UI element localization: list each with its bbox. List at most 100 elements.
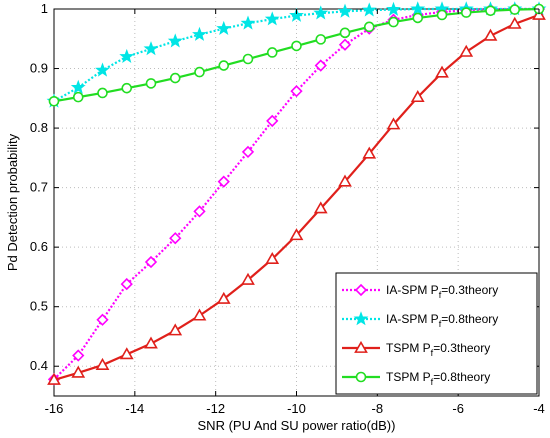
data-point: [435, 65, 449, 78]
data-point: [412, 12, 424, 24]
x-axis-label: SNR (PU And SU power ratio(dB)): [198, 418, 396, 433]
data-point: [169, 72, 181, 84]
data-point: [218, 60, 230, 71]
data-point: [119, 347, 134, 360]
data-point: [459, 44, 474, 57]
legend-entry: IA-SPM Pf=0.8theory: [342, 311, 498, 329]
data-point: [193, 205, 206, 218]
series-3: [48, 3, 545, 107]
data-point: [71, 365, 86, 378]
data-point: [240, 15, 256, 30]
data-point: [337, 3, 353, 18]
data-point: [460, 7, 472, 18]
data-point: [144, 336, 158, 349]
y-tick-label: 1: [41, 1, 48, 16]
data-point: [145, 78, 157, 89]
data-point: [96, 313, 109, 326]
data-point: [313, 5, 329, 20]
legend-swatch-marker: [353, 311, 369, 326]
ticks: -16 -14 -12 -10 -8 -6 -4 0.4 0.5 0.6 0.7 0.8 0.9 1: [30, 1, 545, 416]
data-point: [509, 4, 521, 15]
data-point: [507, 16, 522, 29]
data-point: [95, 357, 110, 370]
data-point: [72, 91, 84, 103]
data-point: [483, 28, 498, 41]
data-point: [144, 255, 158, 269]
data-point: [120, 277, 133, 291]
legend-label: IA-SPM Pf=0.3theory: [386, 283, 498, 300]
legend: IA-SPM Pf=0.3theory IA-SPM Pf=0.8theory TS…: [335, 272, 538, 395]
data-point: [48, 95, 60, 107]
legend-entry: TSPM Pf=0.3theory: [342, 340, 490, 358]
legend-box: [335, 272, 538, 395]
legend-swatch-marker: [355, 371, 367, 383]
data-point: [290, 85, 303, 98]
data-point: [192, 26, 207, 41]
legend-label: TSPM Pf=0.3theory: [386, 341, 490, 358]
y-tick-label: 0.8: [30, 120, 48, 135]
legend-label: IA-SPM Pf=0.8theory: [386, 312, 498, 329]
data-point: [313, 201, 328, 214]
y-tick-label: 0.7: [30, 180, 48, 195]
data-point: [289, 228, 304, 241]
data-point: [264, 11, 280, 26]
y-tick-label: 0.4: [30, 358, 48, 373]
data-point: [242, 53, 254, 65]
data-point: [95, 62, 110, 77]
data-point: [119, 48, 135, 63]
data-point: [266, 47, 278, 58]
x-tick-label: -4: [533, 401, 545, 416]
data-point: [121, 82, 133, 94]
data-point: [241, 145, 255, 159]
data-point: [169, 232, 182, 245]
data-point: [315, 34, 327, 45]
data-point: [266, 114, 279, 128]
data-point: [436, 9, 448, 21]
y-axis-label: Pd Detection probability: [5, 133, 20, 271]
legend-swatch-marker: [354, 283, 368, 297]
data-point: [291, 40, 302, 52]
series-2: [47, 7, 546, 385]
data-point: [72, 349, 85, 362]
data-point: [216, 20, 232, 35]
data-point: [167, 33, 183, 48]
data-point: [338, 38, 352, 51]
data-point: [363, 21, 375, 33]
x-tick-label: -16: [45, 401, 64, 416]
x-tick-label: -8: [372, 401, 384, 416]
legend-entry: TSPM Pf=0.8theory: [342, 370, 490, 387]
data-point: [265, 251, 280, 264]
data-point: [241, 272, 255, 285]
data-point: [314, 59, 327, 72]
data-point: [410, 1, 426, 16]
data-point: [338, 174, 352, 187]
data-point: [289, 7, 304, 22]
y-tick-label: 0.6: [30, 239, 48, 254]
data-point: [386, 1, 401, 16]
data-point: [410, 90, 425, 103]
data-point: [192, 308, 207, 321]
data-point: [194, 66, 205, 78]
data-point: [47, 372, 61, 385]
data-point: [217, 175, 230, 188]
legend-swatch-marker: [354, 340, 368, 353]
data-point: [485, 5, 496, 17]
data-point: [339, 27, 351, 39]
legend-label: TSPM Pf=0.8theory: [386, 370, 490, 387]
y-tick-label: 0.5: [30, 299, 48, 314]
y-tick-label: 0.9: [30, 61, 48, 76]
data-point: [361, 2, 377, 17]
x-tick-label: -6: [452, 401, 464, 416]
series-layer: [46, 1, 547, 386]
legend-entry: IA-SPM Pf=0.3theory: [342, 283, 498, 300]
data-point: [388, 16, 399, 28]
data-point: [143, 41, 159, 56]
x-tick-label: -14: [125, 401, 144, 416]
data-point: [386, 117, 401, 130]
data-point: [70, 79, 86, 94]
data-point: [168, 323, 183, 336]
x-tick-label: -12: [206, 401, 225, 416]
data-point: [362, 146, 377, 159]
data-point: [216, 291, 231, 304]
